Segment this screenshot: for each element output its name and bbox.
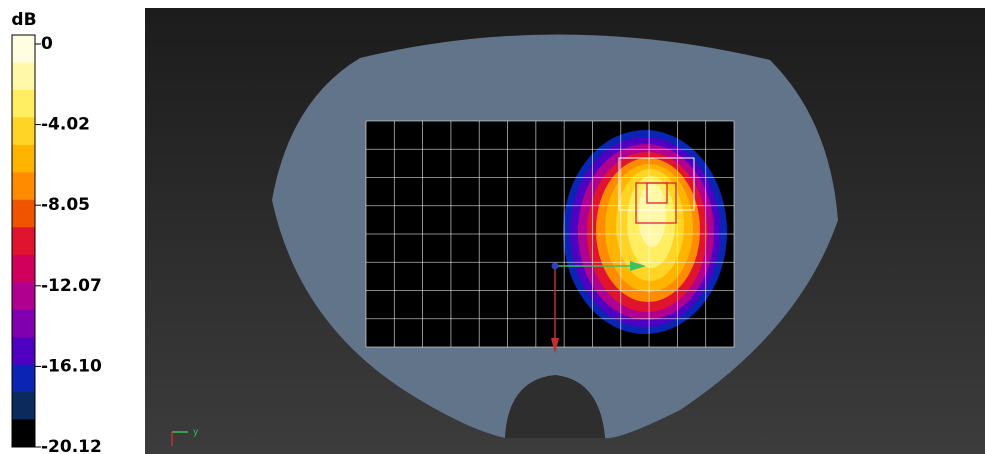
tick-label: -8.05 bbox=[41, 195, 90, 215]
color-band bbox=[12, 337, 35, 366]
mini-axis-label: y bbox=[193, 428, 199, 438]
grid bbox=[365, 120, 735, 348]
cube-inner bbox=[646, 182, 668, 204]
tick-label: -4.02 bbox=[41, 115, 90, 135]
phantom-notch bbox=[505, 375, 605, 438]
color-band bbox=[12, 309, 35, 338]
color-band bbox=[12, 144, 35, 173]
tick-label: -12.07 bbox=[41, 276, 102, 296]
colorbar-unit: dB bbox=[11, 10, 36, 30]
tick-label: 0 bbox=[41, 34, 53, 54]
color-band bbox=[12, 199, 35, 228]
color-band bbox=[12, 89, 35, 118]
color-band bbox=[12, 172, 35, 201]
arrow-head bbox=[630, 261, 646, 271]
color-band bbox=[12, 282, 35, 311]
color-band bbox=[12, 392, 35, 421]
color-band bbox=[12, 35, 35, 63]
hotspot bbox=[563, 130, 727, 334]
arrow-head bbox=[551, 338, 559, 354]
origin bbox=[551, 262, 559, 270]
color-band bbox=[12, 364, 35, 393]
tick-label: -20.12 bbox=[41, 437, 102, 454]
color-band bbox=[12, 227, 35, 256]
color-band bbox=[12, 117, 35, 146]
tick-label: -16.10 bbox=[41, 356, 102, 376]
color-band bbox=[12, 254, 35, 283]
color-band bbox=[12, 62, 35, 91]
colorbar: 0 -4.02 -8.05 -12.07 -16.10 -20.12 bbox=[11, 34, 102, 454]
zoom-box bbox=[618, 157, 695, 211]
color-band bbox=[12, 419, 35, 448]
colorbar-frame bbox=[11, 34, 36, 448]
